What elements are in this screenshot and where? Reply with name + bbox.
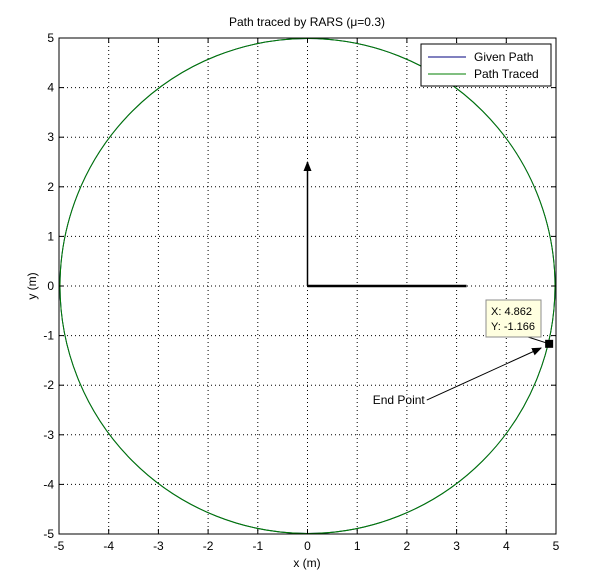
datatip-x-label: X: 4.862 — [491, 306, 532, 318]
datatip-y-label: Y: -1.166 — [491, 321, 535, 333]
x-tick-label: 2 — [404, 539, 411, 553]
x-tick-label: -5 — [54, 539, 65, 553]
datatip-box — [485, 299, 542, 338]
y-axis-label: y (m) — [25, 272, 39, 299]
x-tick-label: 3 — [453, 539, 460, 553]
y-tick-label: 3 — [47, 130, 54, 144]
x-tick-label: 4 — [503, 539, 510, 553]
legend-label-given-path: Given Path — [474, 50, 533, 64]
y-tick-label: -2 — [43, 378, 54, 392]
axis-ticks: -5 -4 -3 -2 -1 0 1 2 3 4 5 -5 -4 -3 -2 -1 0 1 2 3 4 5 — [43, 31, 559, 553]
x-tick-label: -2 — [203, 539, 214, 553]
datatip: X: 4.862 Y: -1.166 — [485, 299, 554, 348]
x-tick-label: -1 — [252, 539, 263, 553]
x-tick-label: 0 — [304, 539, 311, 553]
x-tick-label: 5 — [553, 539, 560, 553]
y-tick-label: 1 — [47, 229, 54, 243]
x-tick-label: -3 — [153, 539, 164, 553]
datatip-marker — [545, 339, 554, 348]
y-tick-label: -1 — [43, 329, 54, 343]
legend-label-path-traced: Path Traced — [474, 67, 539, 81]
y-tick-label: -4 — [43, 477, 54, 491]
end-point-arrow — [426, 347, 543, 401]
legend: Given Path Path Traced — [420, 43, 552, 87]
y-tick-label: 2 — [47, 180, 54, 194]
legend-box — [420, 43, 552, 87]
x-tick-label: -4 — [103, 539, 114, 553]
x-axis-label: x (m) — [293, 556, 320, 570]
y-tick-label: 4 — [47, 81, 54, 95]
y-tick-label: 5 — [47, 31, 54, 45]
y-tick-label: 0 — [47, 279, 54, 293]
end-point-label: End Point — [373, 393, 426, 407]
y-tick-label: -3 — [43, 428, 54, 442]
x-tick-label: 1 — [354, 539, 361, 553]
chart-title: Path traced by RARS (μ=0.3) — [229, 15, 385, 29]
y-tick-label: -5 — [43, 527, 54, 541]
